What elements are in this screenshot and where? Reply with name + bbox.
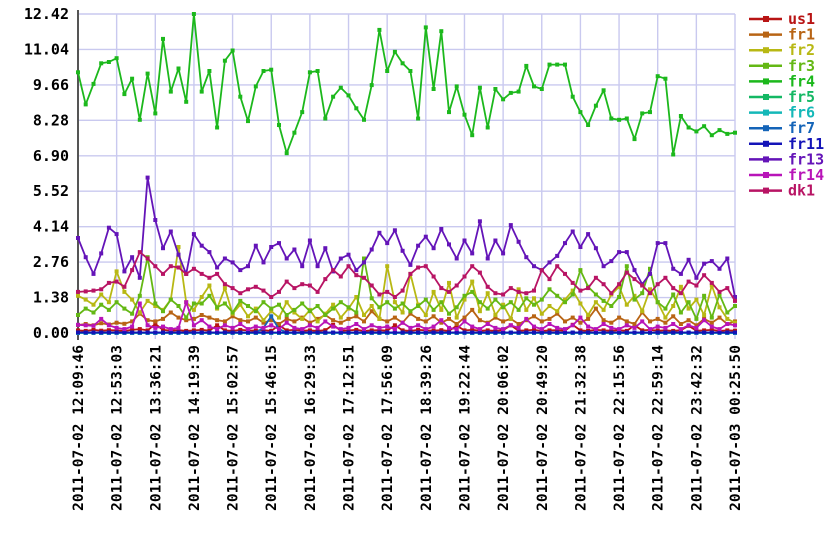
legend-item-dk1: dk1 [749,182,815,200]
x-tick-label: 2011-07-02 17:12:51 [342,345,358,511]
legend-marker-swatch [763,47,769,54]
y-tick-label: 12.42 [24,5,69,23]
y-tick-label: 11.04 [24,40,69,58]
legend-label: fr4 [788,72,815,90]
legend-marker-swatch [763,140,769,147]
y-tick-label: 0.00 [33,324,69,342]
x-axis-labels: 2011-07-02 12:09:46 2011-07-02 12:53:03 20… [71,345,744,511]
y-tick-label: 1.38 [33,289,69,307]
x-tick-label: 2011-07-03 00:25:50 [728,345,744,511]
legend-marker-swatch [763,187,769,194]
legend-item-fr4: fr4 [749,72,815,90]
legend-marker-swatch [763,156,769,163]
legend-marker-swatch [763,109,769,116]
y-tick-label: 8.28 [33,111,69,129]
legend-label: dk1 [788,182,815,200]
x-tick-label: 2011-07-02 16:29:33 [303,345,319,511]
x-tick-label: 2011-07-02 20:06:02 [496,345,512,511]
legend-item-us1: us1 [749,10,815,28]
x-tick-label: 2011-07-02 18:39:26 [419,345,435,511]
x-tick-label: 2011-07-02 13:36:21 [148,345,164,511]
series-fr4 [76,12,737,157]
legend-label: fr6 [788,104,815,122]
legend-item-fr11: fr11 [749,135,824,153]
legend-marker-swatch [763,78,769,85]
x-tick-label: 2011-07-02 21:32:38 [573,345,589,511]
legend-marker-swatch [763,16,769,22]
series-fr11 [76,330,737,335]
y-tick-label: 5.52 [33,182,69,200]
legend-item-fr3: fr3 [749,57,815,75]
y-axis-labels: 0.00 1.38 2.76 4.14 5.52 6.90 8.28 9.66 11.04 12.… [24,5,69,342]
legend-label: fr2 [788,41,815,59]
gridlines [77,13,736,339]
x-tick-label: 2011-07-02 23:42:32 [689,345,705,511]
series-dk1 [76,250,737,303]
legend-label: fr14 [788,166,824,184]
y-tick-label: 2.76 [33,253,69,271]
series-fr14 [76,300,737,332]
legend-item-fr5: fr5 [749,88,815,106]
legend-label: us1 [788,10,815,28]
legend-item-fr7: fr7 [749,119,815,137]
legend-marker-swatch [763,172,769,178]
series-us1 [76,322,737,333]
x-tick-label: 2011-07-02 22:15:56 [612,345,628,511]
legend-label: fr13 [788,150,824,168]
legend-label: fr11 [788,135,824,153]
x-tick-label: 2011-07-02 20:49:20 [535,345,551,511]
legend-item-fr1: fr1 [749,26,815,44]
x-tick-label: 2011-07-02 17:56:09 [380,345,396,511]
legend-label: fr1 [788,26,815,44]
x-tick-label: 2011-07-02 22:59:14 [651,345,667,511]
series-fr3 [76,255,737,321]
series-fr13 [76,175,737,299]
legend-marker-swatch [763,125,769,132]
x-tick-label: 2011-07-02 15:02:57 [226,345,242,511]
x-tick-label: 2011-07-02 15:46:15 [264,345,280,511]
x-tick-label: 2011-07-02 12:53:03 [110,345,126,511]
legend-marker-swatch [763,31,769,38]
legend-label: fr3 [788,57,815,75]
y-tick-label: 4.14 [33,218,69,236]
legend-item-fr13: fr13 [749,150,824,168]
x-tick-label: 2011-07-02 12:09:46 [71,345,87,511]
legend-item-fr2: fr2 [749,41,815,59]
x-tick-label: 2011-07-02 14:19:39 [187,345,203,511]
y-tick-label: 9.66 [33,76,69,94]
y-tick-label: 6.90 [33,147,69,165]
legend-marker-swatch [763,62,769,69]
legend-label: fr5 [788,88,815,106]
x-tick-label: 2011-07-02 19:22:44 [457,345,473,511]
legend-item-fr6: fr6 [749,104,815,122]
legend-label: fr7 [788,119,815,137]
legend-marker-swatch [763,94,769,100]
legend-item-fr14: fr14 [749,166,824,184]
